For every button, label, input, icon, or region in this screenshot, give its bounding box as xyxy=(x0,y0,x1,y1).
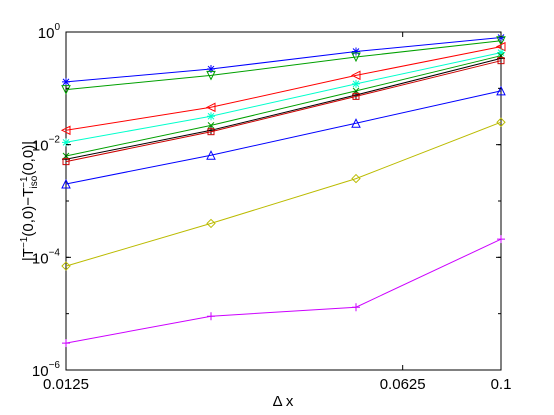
marker-triangle-up xyxy=(61,178,71,189)
series-line xyxy=(65,55,502,157)
marker-triangle-down xyxy=(206,70,216,81)
marker-triangle-down xyxy=(351,52,361,63)
y-tick-label: 10−4 xyxy=(32,247,61,267)
series-9 xyxy=(62,235,505,348)
series-line xyxy=(65,46,502,131)
marker-plus xyxy=(497,235,505,244)
axis-layer: 0.0125 0.0625 0.1 10−6 10−4 10−2 100 xyxy=(32,22,512,393)
marker-diamond xyxy=(206,218,216,229)
marker-diamond xyxy=(496,117,506,127)
marker-x xyxy=(207,122,215,129)
x-axis-label: Δ x xyxy=(273,393,294,410)
series-7 xyxy=(61,85,506,189)
marker-triangle-up xyxy=(206,150,216,160)
marker-triangle-left xyxy=(60,125,71,136)
series-2 xyxy=(60,41,506,136)
series-line xyxy=(65,121,502,267)
marker-triangle-left xyxy=(205,102,216,113)
marker-triangle-up xyxy=(351,118,361,128)
y-axis-label: |T−1(0,0)−T−1iso(0,0)| xyxy=(19,141,40,261)
series-3 xyxy=(62,48,505,147)
marker-square xyxy=(352,92,360,100)
series-line xyxy=(65,40,502,91)
marker-triangle-left xyxy=(495,41,506,52)
series-line xyxy=(65,57,502,160)
series-6 xyxy=(62,57,505,166)
series-8 xyxy=(61,117,506,271)
series-line xyxy=(65,90,502,185)
y-tick-label: 100 xyxy=(38,22,61,42)
series-line xyxy=(65,37,502,83)
x-tick-label: 0.1 xyxy=(491,376,512,393)
marker-square xyxy=(497,57,505,65)
marker-plus xyxy=(352,303,360,312)
marker-star xyxy=(352,79,360,88)
series-line xyxy=(65,60,502,163)
marker-plus xyxy=(62,339,70,348)
marker-star xyxy=(497,48,505,57)
marker-diamond xyxy=(351,173,361,184)
marker-star xyxy=(62,138,70,147)
marker-triangle-left xyxy=(350,70,361,81)
marker-square xyxy=(207,128,215,136)
marker-star xyxy=(497,33,505,42)
marker-star xyxy=(352,47,360,56)
y-tick-label: 10−2 xyxy=(32,135,61,155)
series-0 xyxy=(62,33,505,86)
marker-square xyxy=(62,158,70,166)
marker-diamond xyxy=(61,261,71,271)
series-layer xyxy=(60,33,506,348)
x-tick-label: 0.0125 xyxy=(43,376,89,393)
series-line xyxy=(65,52,502,143)
series-line xyxy=(65,238,502,344)
marker-triangle-down xyxy=(61,85,71,95)
marker-star xyxy=(207,65,215,74)
marker-star xyxy=(62,77,70,86)
marker-plus xyxy=(207,312,215,321)
marker-star xyxy=(207,112,215,121)
x-tick-label: 0.0625 xyxy=(380,376,426,393)
y-tick-label: 10−6 xyxy=(32,360,61,380)
marker-triangle-up xyxy=(496,85,506,96)
